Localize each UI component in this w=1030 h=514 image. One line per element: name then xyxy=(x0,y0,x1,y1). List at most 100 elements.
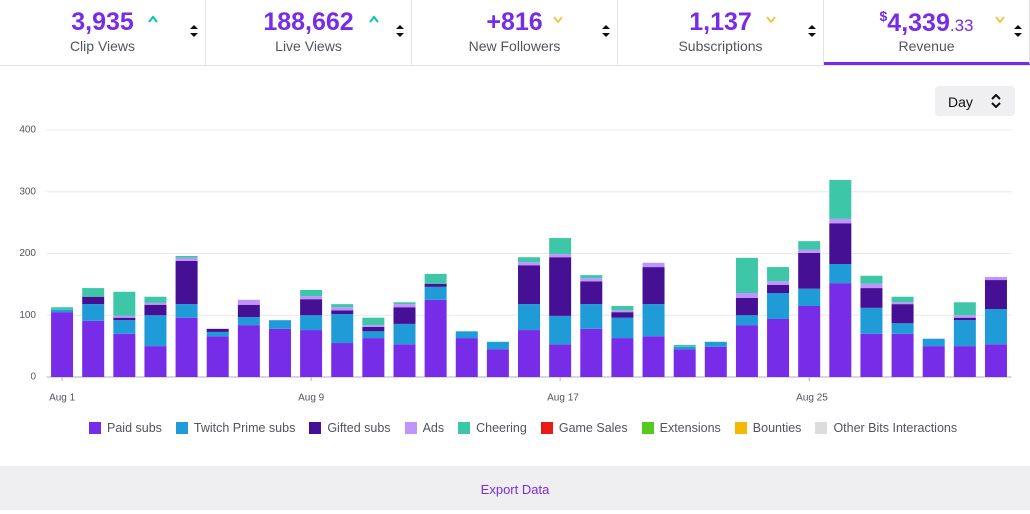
legend-label: Paid subs xyxy=(107,421,162,435)
legend-swatch xyxy=(404,422,417,434)
bar-segment xyxy=(486,341,509,350)
value-main: +816 xyxy=(486,8,543,36)
stat-tab[interactable]: +816 New Followers xyxy=(412,0,618,65)
stat-value: 3,935 xyxy=(0,8,205,37)
bar-segment xyxy=(984,276,1007,281)
bar-segment xyxy=(113,317,136,321)
stat-label: Subscriptions xyxy=(678,38,763,54)
bar-segment xyxy=(424,283,447,287)
sort-arrows xyxy=(808,25,816,37)
sort-arrows xyxy=(190,25,198,37)
trend-icon xyxy=(994,16,1005,23)
bar-segment xyxy=(860,275,883,284)
legend-label: Cheering xyxy=(476,421,527,435)
legend-item[interactable]: Gifted subs xyxy=(309,421,391,435)
y-tick-label: 100 xyxy=(19,310,36,321)
bar-segment xyxy=(51,312,74,377)
sort-arrows xyxy=(602,25,610,37)
bar-segment xyxy=(611,317,634,339)
legend-item[interactable]: Game Sales xyxy=(540,421,628,435)
bar-segment xyxy=(860,283,883,289)
bar-segment xyxy=(642,267,665,305)
bar-segment xyxy=(735,325,758,377)
stat-tab[interactable]: 1,137 Subscriptions xyxy=(618,0,824,65)
legend-label: Game Sales xyxy=(558,421,628,435)
legend-item[interactable]: Cheering xyxy=(458,421,527,435)
bar-segment xyxy=(642,262,665,268)
bar-segment xyxy=(580,328,603,377)
bar-segment xyxy=(829,283,852,377)
bar-segment xyxy=(984,280,1007,310)
legend-swatch xyxy=(175,422,188,434)
bar-segment xyxy=(362,326,385,332)
bar-segment xyxy=(829,218,852,224)
bar-segment xyxy=(549,257,572,316)
bar-segment xyxy=(860,307,883,334)
bar-segment xyxy=(704,341,727,347)
bar-segment xyxy=(735,297,758,316)
legend-label: Bounties xyxy=(752,421,802,435)
bar-segment xyxy=(518,304,541,331)
bar-segment xyxy=(300,299,323,316)
bar-segment xyxy=(673,344,696,347)
legend-item[interactable]: Twitch Prime subs xyxy=(175,421,296,435)
legend-item[interactable]: Extensions xyxy=(641,421,721,435)
legend: Paid subs Twitch Prime subs Gifted subs Ads… xyxy=(89,421,971,435)
bar-segment xyxy=(113,315,136,318)
sort-icon xyxy=(190,25,198,37)
legend-swatch xyxy=(815,422,828,434)
bar-segment xyxy=(580,281,603,305)
interval-label: Day xyxy=(948,94,973,110)
trend-caret xyxy=(994,16,1005,23)
trend-icon xyxy=(369,15,379,23)
bar-segment xyxy=(393,323,416,345)
bar-segment xyxy=(953,317,976,321)
bar-segment xyxy=(953,302,976,316)
bar-segment xyxy=(113,291,136,316)
stat-tab[interactable]: 188,662 Live Views xyxy=(206,0,412,65)
x-tick-label: Aug 25 xyxy=(796,393,828,404)
bar-segment xyxy=(393,304,416,308)
bar-segment xyxy=(455,331,478,339)
interval-select[interactable]: Day xyxy=(935,86,1015,116)
value-suffix: .33 xyxy=(949,16,974,35)
bar-segment xyxy=(984,309,1007,345)
trend-caret xyxy=(552,16,563,23)
bar-segment xyxy=(206,328,229,332)
bar-segment xyxy=(829,223,852,264)
bar-segment xyxy=(642,304,665,337)
legend-label: Extensions xyxy=(659,421,721,435)
stat-label: New Followers xyxy=(468,38,561,54)
bar-segment xyxy=(175,255,198,258)
bar-segment xyxy=(922,346,945,377)
export-data[interactable]: Export Data xyxy=(0,466,1030,510)
value-main: 188,662 xyxy=(263,8,354,36)
legend-item[interactable]: Ads xyxy=(404,421,444,435)
bar-segment xyxy=(549,238,572,255)
stat-tab[interactable]: $4,339.33 Revenue xyxy=(824,0,1030,65)
bar-segment xyxy=(953,346,976,377)
legend-item[interactable]: Paid subs xyxy=(89,421,162,435)
bar-segment xyxy=(206,336,229,377)
bar-segment xyxy=(518,257,541,263)
x-tick-label: Aug 1 xyxy=(49,393,76,404)
bar-segment xyxy=(953,320,976,347)
bar-segment xyxy=(953,315,976,318)
bar-segment xyxy=(237,299,260,305)
bar-segment xyxy=(735,293,758,298)
bar-segment xyxy=(362,325,385,327)
stat-value: 188,662 xyxy=(206,8,411,37)
value-main: 1,137 xyxy=(689,8,752,36)
legend-item[interactable]: Bounties xyxy=(734,421,802,435)
bar-segment xyxy=(891,333,914,377)
legend-item[interactable]: Other Bits Interactions xyxy=(815,421,957,435)
bar-segment xyxy=(486,349,509,377)
legend-swatch xyxy=(540,422,553,434)
bar-segment xyxy=(798,249,821,253)
stat-tab[interactable]: 3,935 Clip Views xyxy=(0,0,206,65)
bar-segment xyxy=(891,323,914,334)
bar-segment xyxy=(237,304,260,318)
legend-label: Twitch Prime subs xyxy=(193,421,296,435)
bar-segment xyxy=(673,349,696,377)
